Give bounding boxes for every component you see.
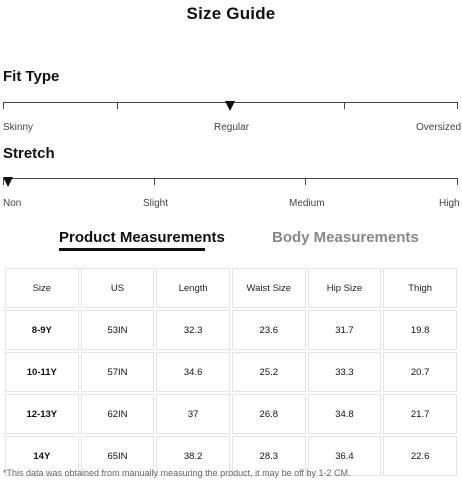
table-row: 10-11Y 57IN 34.6 25.2 33.3 20.7 xyxy=(5,352,457,392)
table-row: 14Y 65IN 38.2 28.3 36.4 22.6 xyxy=(5,436,457,476)
tab-active-underline xyxy=(59,248,205,251)
table-cell: 34.8 xyxy=(307,394,382,434)
measurement-disclaimer: *This data was obtained from manually me… xyxy=(3,468,351,478)
fit-type-heading: Fit Type xyxy=(3,68,60,85)
stretch-heading: Stretch xyxy=(3,145,55,162)
stretch-marker-icon xyxy=(3,177,13,187)
stretch-label-medium: Medium xyxy=(289,198,325,209)
tab-product-measurements[interactable]: Product Measurements xyxy=(59,229,225,246)
stretch-tick xyxy=(457,178,458,185)
table-cell-size: 10-11Y xyxy=(5,352,79,392)
table-cell: 28.3 xyxy=(231,436,306,476)
table-cell: 38.2 xyxy=(156,436,230,476)
table-cell-size: 8-9Y xyxy=(5,310,79,350)
fit-type-label-oversized: Oversized xyxy=(416,122,462,133)
table-cell-size: 14Y xyxy=(5,436,79,476)
fit-type-marker-icon xyxy=(225,101,235,111)
column-header-us: US xyxy=(80,268,155,308)
table-row: 8-9Y 53IN 32.3 23.6 31.7 19.8 xyxy=(5,310,457,350)
table-cell: 21.7 xyxy=(383,394,457,434)
stretch-label-high: High xyxy=(439,198,460,209)
table-cell: 62IN xyxy=(80,394,155,434)
fit-type-tick xyxy=(457,102,458,109)
table-cell: 33.3 xyxy=(307,352,382,392)
measurements-table: Size US Length Waist Size Hip Size Thigh… xyxy=(3,266,459,478)
column-header-hip-size: Hip Size xyxy=(307,268,382,308)
fit-type-tick xyxy=(344,102,345,109)
column-header-size: Size xyxy=(5,268,79,308)
column-header-length: Length xyxy=(156,268,230,308)
stretch-label-slight: Slight xyxy=(143,198,169,209)
column-header-thigh: Thigh xyxy=(383,268,457,308)
fit-type-label-regular: Regular xyxy=(214,122,250,133)
stretch-tick xyxy=(305,178,306,185)
table-cell: 25.2 xyxy=(231,352,306,392)
table-cell: 20.7 xyxy=(383,352,457,392)
table-cell-size: 12-13Y xyxy=(5,394,79,434)
stretch-label-non: Non xyxy=(3,198,22,209)
table-cell: 19.8 xyxy=(383,310,457,350)
fit-type-tick xyxy=(117,102,118,109)
table-cell: 32.3 xyxy=(156,310,230,350)
fit-type-tick xyxy=(3,102,4,109)
table-cell: 36.4 xyxy=(307,436,382,476)
stretch-scale-line xyxy=(3,178,458,179)
page-title: Size Guide xyxy=(186,4,276,23)
table-cell: 23.6 xyxy=(231,310,306,350)
table-cell: 26.8 xyxy=(231,394,306,434)
stretch-tick xyxy=(154,178,155,185)
table-cell: 22.6 xyxy=(383,436,457,476)
tab-body-measurements[interactable]: Body Measurements xyxy=(272,229,419,246)
table-cell: 31.7 xyxy=(307,310,382,350)
table-cell: 34.6 xyxy=(156,352,230,392)
table-row: 12-13Y 62IN 37 26.8 34.8 21.7 xyxy=(5,394,457,434)
table-header-row: Size US Length Waist Size Hip Size Thigh xyxy=(5,268,457,308)
column-header-waist-size: Waist Size xyxy=(231,268,306,308)
table-cell: 37 xyxy=(156,394,230,434)
fit-type-label-skinny: Skinny xyxy=(3,122,34,133)
table-cell: 65IN xyxy=(80,436,155,476)
table-cell: 53IN xyxy=(80,310,155,350)
table-cell: 57IN xyxy=(80,352,155,392)
